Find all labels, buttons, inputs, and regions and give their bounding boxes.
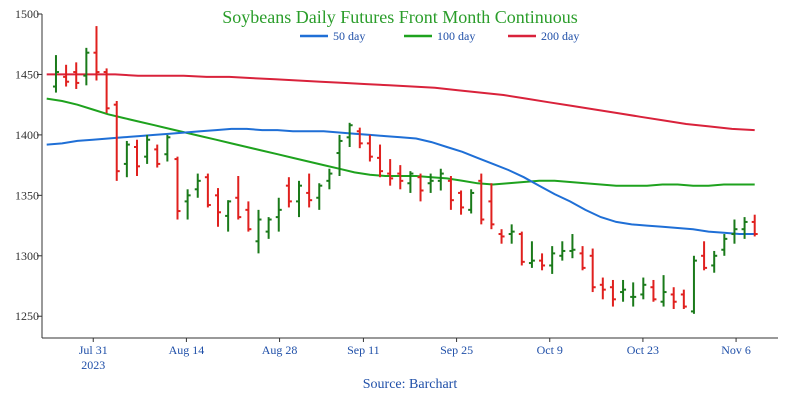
ohlc-bar <box>741 217 748 239</box>
ohlc-bar <box>427 173 434 193</box>
chart-title: Soybeans Daily Futures Front Month Conti… <box>222 7 578 27</box>
ohlc-bar <box>285 177 292 208</box>
ohlc-bar <box>174 156 181 220</box>
ohlc-bar <box>103 68 110 114</box>
ohlc-bar <box>326 168 333 190</box>
y-tick-label: 1250 <box>15 309 39 323</box>
legend-label: 100 day <box>437 29 475 43</box>
ohlc-bar <box>549 246 556 274</box>
price-bars <box>52 26 758 314</box>
ohlc-bar <box>377 144 384 178</box>
x-tick-label: Sep 25 <box>440 343 473 357</box>
ohlc-bar <box>235 176 242 220</box>
ohlc-bar <box>144 134 151 164</box>
ohlc-bar <box>650 279 657 302</box>
ohlc-bar <box>620 279 627 302</box>
ohlc-bar <box>518 231 525 266</box>
ohlc-bar <box>670 287 677 309</box>
ohlc-bar <box>731 219 738 244</box>
x-tick-label: Oct 23 <box>627 343 659 357</box>
x-tick-sublabel: 2023 <box>81 358 105 372</box>
ohlc-bar <box>397 165 404 190</box>
ohlc-bar <box>458 190 465 215</box>
ohlc-bar <box>184 189 191 220</box>
x-tick-label: Oct 9 <box>537 343 563 357</box>
legend-label: 50 day <box>333 29 365 43</box>
ohlc-bar <box>204 173 211 208</box>
ohlc-bar <box>245 201 252 232</box>
y-tick-label: 1400 <box>15 128 39 142</box>
ohlc-bar <box>660 275 667 307</box>
ohlc-bar <box>133 139 140 176</box>
ohlc-bar <box>559 241 566 261</box>
ohlc-bar <box>690 255 697 314</box>
ohlc-bar <box>630 282 637 307</box>
ohlc-bar <box>336 134 343 176</box>
ohlc-bar <box>123 140 130 178</box>
x-tick-label: Aug 14 <box>169 343 205 357</box>
ohlc-bar <box>154 144 161 168</box>
x-tick-label: Jul 31 <box>79 343 108 357</box>
ohlc-bar <box>528 241 535 268</box>
moving-averages <box>46 73 755 235</box>
ohlc-bar <box>407 171 414 193</box>
ohlc-bar <box>316 183 323 210</box>
ohlc-bar <box>508 224 515 244</box>
y-tick-label: 1350 <box>15 188 39 202</box>
ohlc-bar <box>255 209 262 254</box>
y-tick-label: 1450 <box>15 67 39 81</box>
ohlc-bar <box>225 200 232 232</box>
ma50-line <box>46 127 755 235</box>
ohlc-bar <box>164 134 171 162</box>
ohlc-bar <box>478 173 485 225</box>
ohlc-bar <box>437 168 444 191</box>
ohlc-bar <box>468 189 475 214</box>
ohlc-bar <box>194 173 201 198</box>
ohlc-bar <box>417 173 424 202</box>
ohlc-bar <box>701 241 708 271</box>
x-tick-label: Aug 28 <box>262 343 298 357</box>
ohlc-bar <box>83 47 90 86</box>
ohlc-bar <box>52 55 59 93</box>
ma200-line <box>46 73 755 132</box>
ohlc-bar <box>569 234 576 259</box>
legend: 50 day 100 day 200 day <box>300 29 579 43</box>
ohlc-bar <box>63 64 70 87</box>
ohlc-bar <box>640 277 647 300</box>
ohlc-bar <box>680 289 687 309</box>
ohlc-bar <box>599 277 606 300</box>
ohlc-bar <box>589 248 596 293</box>
ohlc-bar <box>539 253 546 271</box>
ohlc-bar <box>113 101 120 181</box>
ohlc-bar <box>215 188 221 227</box>
ohlc-bar <box>498 229 505 244</box>
ohlc-bar <box>306 173 313 208</box>
ohlc-bar <box>73 62 80 89</box>
ohlc-bar <box>447 176 454 210</box>
x-tick-label: Nov 6 <box>721 343 751 357</box>
ohlc-bar <box>609 279 616 307</box>
ohlc-bar <box>356 127 363 149</box>
y-tick-label: 1300 <box>15 249 39 263</box>
ohlc-bar <box>579 246 586 271</box>
legend-label: 200 day <box>541 29 579 43</box>
ohlc-bar <box>488 183 495 230</box>
ohlc-bar <box>711 250 718 273</box>
ohlc-bar <box>265 217 272 239</box>
ohlc-bar <box>721 234 728 256</box>
ohlc-bar <box>275 197 282 232</box>
y-tick-label: 1500 <box>15 7 39 21</box>
source-label: Source: Barchart <box>363 377 458 392</box>
ohlc-bar <box>366 134 373 162</box>
x-tick-label: Sep 11 <box>347 343 380 357</box>
axes: 1250 1300 1350 1400 1450 1500 <box>15 7 778 339</box>
ohlc-bar <box>387 159 394 186</box>
ohlc-bar <box>296 180 303 218</box>
ohlc-bar <box>93 26 100 81</box>
ohlc-bar <box>751 214 758 237</box>
ohlc-bar <box>346 122 353 147</box>
